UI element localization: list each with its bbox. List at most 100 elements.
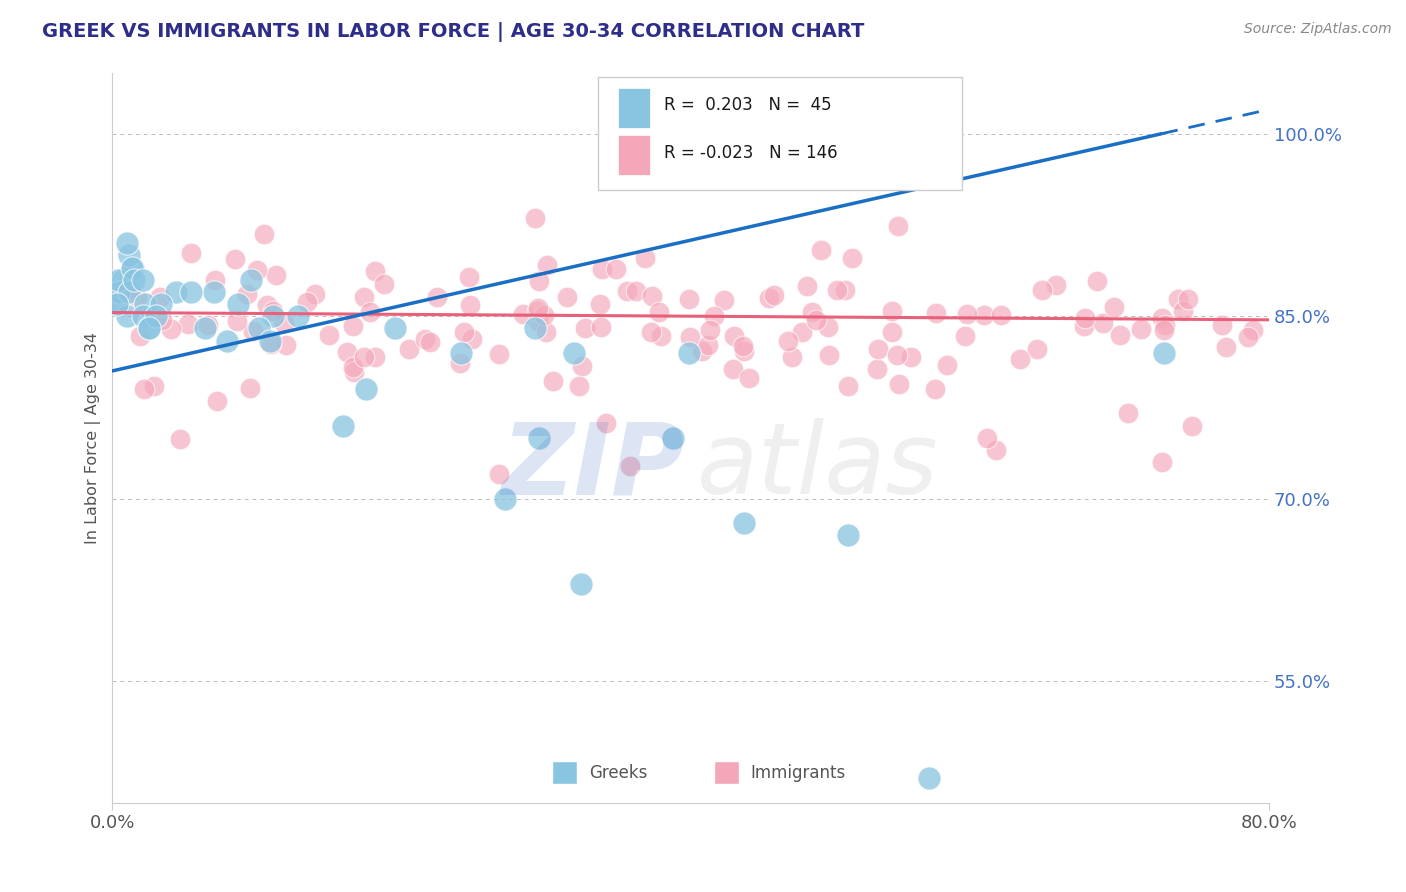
Point — [242, 324, 264, 338]
Point — [105, 297, 128, 311]
Point — [353, 350, 375, 364]
Point — [1108, 327, 1130, 342]
Point — [723, 328, 745, 343]
Point — [197, 318, 219, 332]
Point — [125, 291, 148, 305]
Point — [295, 295, 318, 310]
Point — [527, 301, 550, 315]
Point — [523, 211, 546, 226]
Point — [1150, 455, 1173, 469]
Point — [488, 467, 510, 482]
Point — [973, 308, 995, 322]
Point — [332, 418, 354, 433]
Point — [648, 305, 671, 319]
Point — [353, 290, 375, 304]
Point — [115, 309, 138, 323]
Point — [226, 297, 249, 311]
Point — [129, 329, 152, 343]
Bar — [714, 761, 740, 784]
Point — [841, 252, 863, 266]
Point — [266, 268, 288, 282]
Point — [145, 309, 167, 323]
Point — [413, 332, 436, 346]
Point — [118, 285, 141, 299]
Point — [118, 280, 141, 294]
Point — [605, 262, 627, 277]
Point — [762, 288, 785, 302]
Point — [419, 335, 441, 350]
Point — [1167, 293, 1189, 307]
Point — [215, 334, 238, 348]
Point — [616, 284, 638, 298]
Point — [343, 365, 366, 379]
Point — [713, 293, 735, 307]
Point — [461, 332, 484, 346]
Point — [810, 244, 832, 258]
Point — [246, 263, 269, 277]
Point — [118, 248, 141, 262]
Text: Source: ZipAtlas.com: Source: ZipAtlas.com — [1244, 22, 1392, 37]
Point — [662, 431, 685, 445]
Point — [132, 309, 155, 323]
Point — [1085, 274, 1108, 288]
Point — [132, 273, 155, 287]
Point — [918, 772, 941, 786]
Point — [634, 251, 657, 265]
Point — [1008, 352, 1031, 367]
Point — [723, 362, 745, 376]
Point — [426, 290, 449, 304]
Point — [640, 325, 662, 339]
Point — [1177, 293, 1199, 307]
Point — [363, 264, 385, 278]
Point — [342, 359, 364, 374]
Point — [796, 279, 818, 293]
Point — [1241, 322, 1264, 336]
Point — [256, 298, 278, 312]
Point — [149, 290, 172, 304]
Point — [342, 319, 364, 334]
Point — [253, 227, 276, 242]
Point — [1092, 316, 1115, 330]
Point — [202, 285, 225, 299]
Point — [138, 321, 160, 335]
Point — [453, 325, 475, 339]
Point — [699, 323, 721, 337]
Text: atlas: atlas — [696, 418, 938, 516]
Point — [758, 292, 780, 306]
Point — [384, 321, 406, 335]
Point — [134, 297, 156, 311]
Point — [359, 305, 381, 319]
Point — [536, 258, 558, 272]
Point — [571, 576, 593, 591]
Point — [650, 329, 672, 343]
Point — [138, 321, 160, 335]
Point — [801, 305, 824, 319]
Point — [571, 359, 593, 373]
Point — [1215, 341, 1237, 355]
Point — [180, 285, 202, 299]
Point — [827, 283, 849, 297]
Point — [526, 304, 548, 318]
Point — [1116, 407, 1139, 421]
Point — [679, 330, 702, 344]
Point — [287, 309, 309, 323]
Point — [986, 442, 1008, 457]
Point — [262, 309, 284, 323]
Point — [880, 304, 903, 318]
Point — [494, 491, 516, 506]
Point — [150, 313, 173, 327]
Bar — [617, 136, 650, 176]
Point — [534, 326, 557, 340]
Point — [527, 274, 550, 288]
Point — [149, 297, 172, 311]
Point — [204, 272, 226, 286]
Bar — [553, 761, 578, 784]
Y-axis label: In Labor Force | Age 30-34: In Labor Force | Age 30-34 — [86, 332, 101, 544]
Point — [132, 382, 155, 396]
Point — [169, 432, 191, 446]
Point — [568, 378, 591, 392]
Point — [738, 371, 761, 385]
Point — [122, 260, 145, 275]
Point — [990, 308, 1012, 322]
Text: Immigrants: Immigrants — [751, 764, 846, 781]
